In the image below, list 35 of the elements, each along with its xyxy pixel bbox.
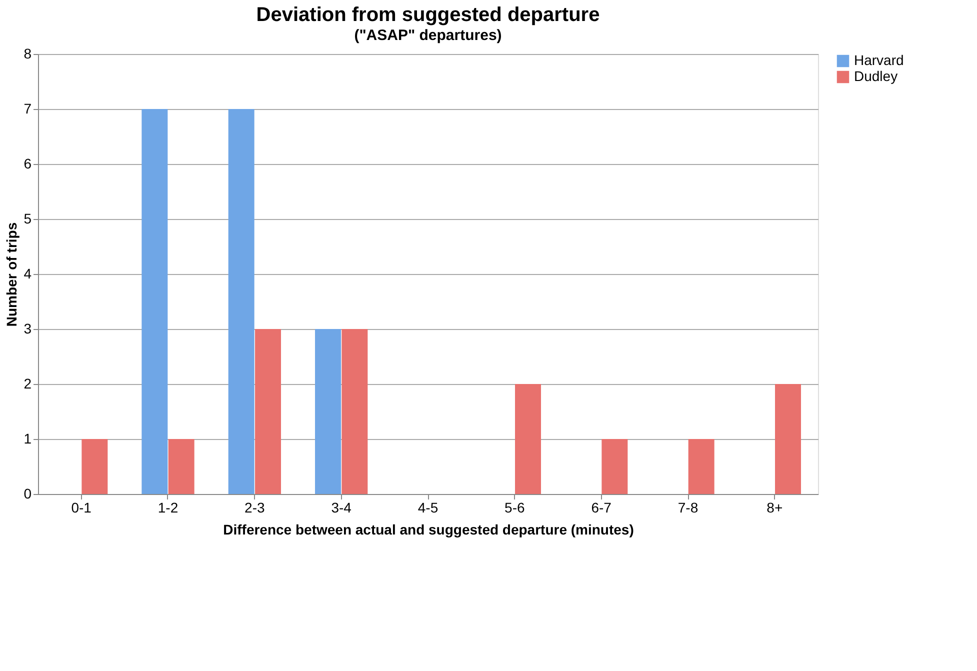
x-tick-label: 4-5 bbox=[418, 500, 438, 516]
bar bbox=[168, 439, 194, 494]
legend-label: Dudley bbox=[854, 68, 898, 84]
y-tick-label: 8 bbox=[24, 46, 32, 62]
x-tick-label: 2-3 bbox=[244, 500, 265, 516]
x-tick-label: 5-6 bbox=[504, 500, 525, 516]
bar bbox=[342, 329, 368, 494]
chart-subtitle: ("ASAP" departures) bbox=[354, 27, 502, 44]
bar bbox=[315, 329, 341, 494]
bar bbox=[228, 109, 254, 494]
bar bbox=[775, 384, 801, 494]
x-tick-label: 6-7 bbox=[591, 500, 612, 516]
y-tick-label: 6 bbox=[24, 156, 32, 172]
y-axis-title: Number of trips bbox=[4, 222, 20, 327]
y-tick-label: 2 bbox=[24, 376, 32, 392]
x-tick-label: 1-2 bbox=[158, 500, 178, 516]
bar bbox=[602, 439, 628, 494]
x-axis-title: Difference between actual and suggested departure (minutes) bbox=[223, 522, 634, 538]
y-tick-label: 5 bbox=[24, 210, 32, 226]
y-tick-label: 7 bbox=[24, 100, 32, 116]
bar bbox=[82, 439, 108, 494]
y-tick-label: 1 bbox=[24, 430, 32, 446]
chart-title: Deviation from suggested departure bbox=[256, 4, 600, 26]
bar bbox=[688, 439, 714, 494]
y-tick-label: 0 bbox=[24, 486, 32, 502]
x-tick-label: 3-4 bbox=[331, 500, 352, 516]
x-tick-label: 0-1 bbox=[71, 500, 92, 516]
bar bbox=[142, 109, 168, 494]
x-tick-label: 8+ bbox=[766, 500, 783, 516]
x-tick-label: 7-8 bbox=[678, 500, 698, 516]
legend-label: Harvard bbox=[854, 52, 904, 68]
y-tick-label: 4 bbox=[24, 266, 32, 282]
y-tick-label: 3 bbox=[24, 320, 32, 336]
bar bbox=[255, 329, 281, 494]
bar bbox=[515, 384, 541, 494]
